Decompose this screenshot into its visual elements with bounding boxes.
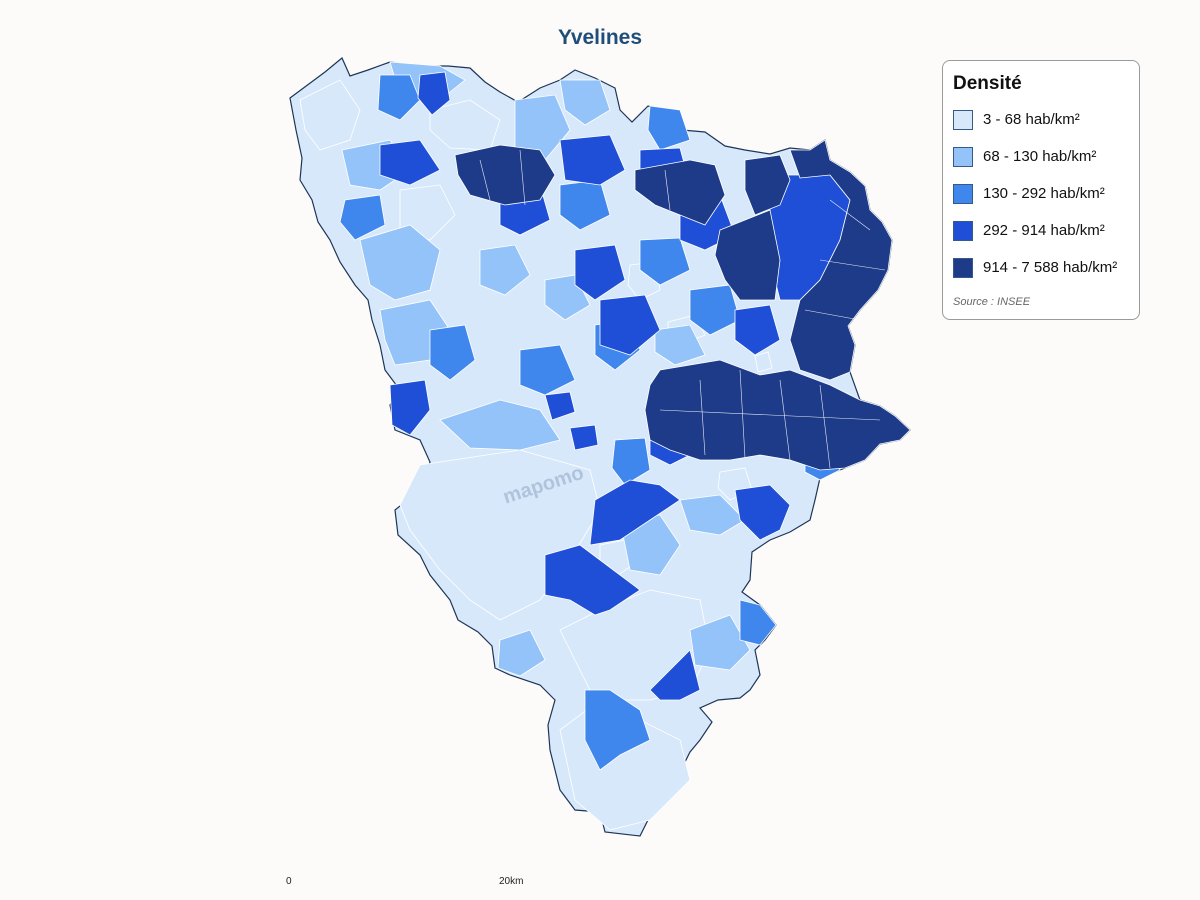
legend-label: 914 - 7 588 hab/km²	[983, 259, 1118, 276]
communes-mid-density[interactable]	[339, 74, 841, 771]
scale-start-label: 0	[286, 876, 292, 887]
legend-label: 130 - 292 hab/km²	[983, 185, 1105, 202]
legend: Densité 3 - 68 hab/km² 68 - 130 hab/km² …	[942, 60, 1140, 320]
legend-swatch	[953, 220, 973, 241]
legend-item[interactable]: 292 - 914 hab/km²	[953, 212, 1129, 249]
legend-item[interactable]: 3 - 68 hab/km²	[953, 101, 1129, 138]
legend-swatch	[953, 183, 973, 204]
map-title: Yvelines	[557, 26, 643, 49]
legend-item[interactable]: 914 - 7 588 hab/km²	[953, 249, 1129, 286]
legend-source: Source : INSEE	[953, 296, 1031, 308]
legend-item[interactable]: 130 - 292 hab/km²	[953, 175, 1129, 212]
legend-item[interactable]: 68 - 130 hab/km²	[953, 138, 1129, 175]
legend-swatch	[953, 257, 973, 278]
legend-title: Densité	[953, 73, 1022, 94]
commune-borders	[479, 149, 886, 469]
legend-label: 292 - 914 hab/km²	[983, 222, 1105, 239]
scale-end-label: 20km	[499, 876, 524, 887]
legend-swatch	[953, 109, 973, 130]
legend-label: 68 - 130 hab/km²	[983, 148, 1097, 165]
legend-swatch	[953, 146, 973, 167]
legend-label: 3 - 68 hab/km²	[983, 111, 1080, 128]
